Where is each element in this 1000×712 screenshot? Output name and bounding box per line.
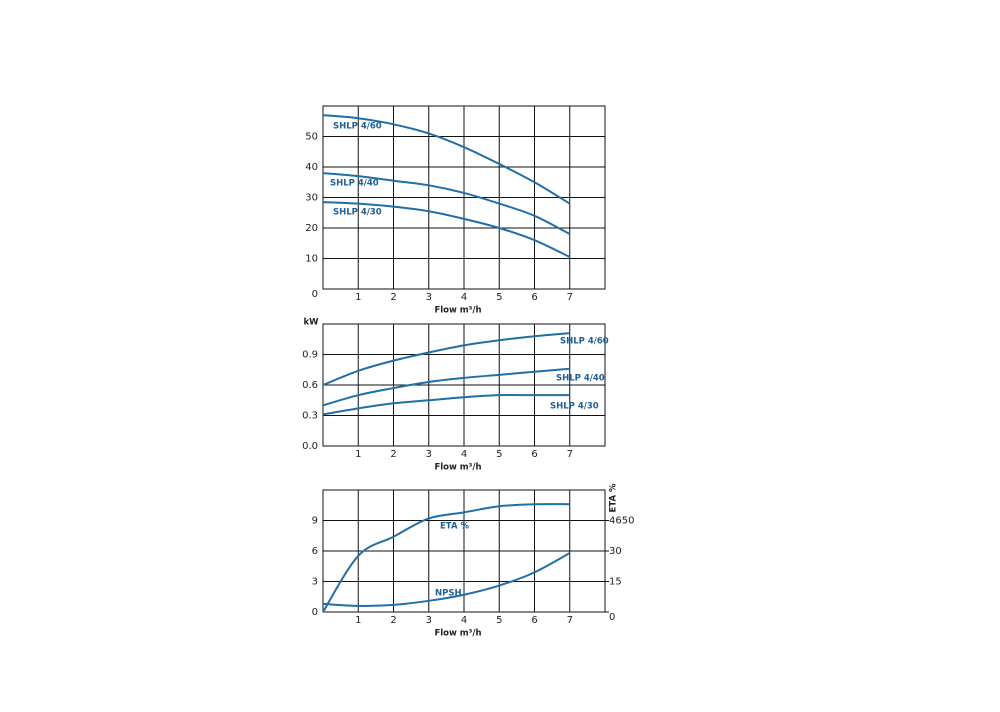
series-line: [322, 332, 570, 386]
series-label: SHLP 4/60: [560, 337, 609, 347]
x-tick-label: 5: [496, 292, 502, 303]
series-label: ETA %: [440, 522, 469, 532]
x-tick-label: 7: [567, 449, 573, 460]
y-tick-label: 50: [305, 132, 318, 143]
y-tick-label: 0.3: [302, 411, 318, 422]
x-tick-label: 4: [461, 292, 467, 303]
y2-tick-label: 4650: [609, 516, 634, 527]
x-tick-label: 2: [390, 292, 396, 303]
y2-axis-title: ETA %: [609, 483, 619, 512]
x-tick-label: 6: [531, 292, 537, 303]
series-line: [322, 367, 570, 407]
x-tick-label: 6: [531, 615, 537, 626]
series-label: SHLP 4/30: [550, 402, 599, 412]
y-tick-label: 6: [312, 546, 318, 557]
x-tick-label: 5: [496, 449, 502, 460]
x-tick-label: 4: [461, 449, 467, 460]
series-label: SHLP 4/40: [330, 179, 379, 189]
y-tick-label: 3: [312, 577, 318, 588]
x-tick-label: 3: [426, 449, 432, 460]
series-line: [322, 552, 571, 607]
y-tick-label: 0: [312, 607, 318, 618]
x-tick-label: 7: [567, 292, 573, 303]
series-line: [322, 172, 571, 235]
x-tick-label: 2: [390, 449, 396, 460]
y-tick-label: 10: [305, 254, 318, 265]
x-tick-label: 6: [531, 449, 537, 460]
series-line: [322, 503, 570, 613]
series-line: [322, 114, 571, 205]
x-tick-label: 3: [426, 292, 432, 303]
y-tick-label: 30: [305, 193, 318, 204]
y-tick-label: 9: [312, 516, 318, 527]
y2-tick-label: 30: [609, 546, 622, 557]
y-tick-label: 40: [305, 162, 318, 173]
series-label: SHLP 4/40: [556, 374, 605, 384]
x-tick-label: 1: [355, 615, 361, 626]
x-tick-label: 4: [461, 615, 467, 626]
series-line: [322, 394, 570, 416]
y2-tick-label: 0: [609, 612, 615, 623]
x-axis-title: Flow m³/h: [434, 629, 481, 639]
y-tick-label: 0: [312, 289, 318, 300]
series-label: SHLP 4/60: [333, 122, 382, 132]
y-tick-label: 0.0: [302, 441, 318, 452]
x-axis-title: Flow m³/h: [434, 463, 481, 473]
series-label: SHLP 4/30: [333, 208, 382, 218]
y-tick-label: 0.9: [302, 350, 318, 361]
x-tick-label: 7: [567, 615, 573, 626]
y-axis-title: kW: [303, 318, 319, 328]
series-line: [322, 201, 571, 258]
x-tick-label: 5: [496, 615, 502, 626]
y-tick-label: 20: [305, 223, 318, 234]
y2-tick-label: 15: [609, 577, 622, 588]
x-tick-label: 3: [426, 615, 432, 626]
x-axis-title: Flow m³/h: [434, 306, 481, 316]
x-tick-label: 1: [355, 449, 361, 460]
series-label: NPSH: [435, 589, 462, 599]
x-tick-label: 1: [355, 292, 361, 303]
y-tick-label: 0.6: [302, 380, 318, 391]
x-tick-label: 2: [390, 615, 396, 626]
